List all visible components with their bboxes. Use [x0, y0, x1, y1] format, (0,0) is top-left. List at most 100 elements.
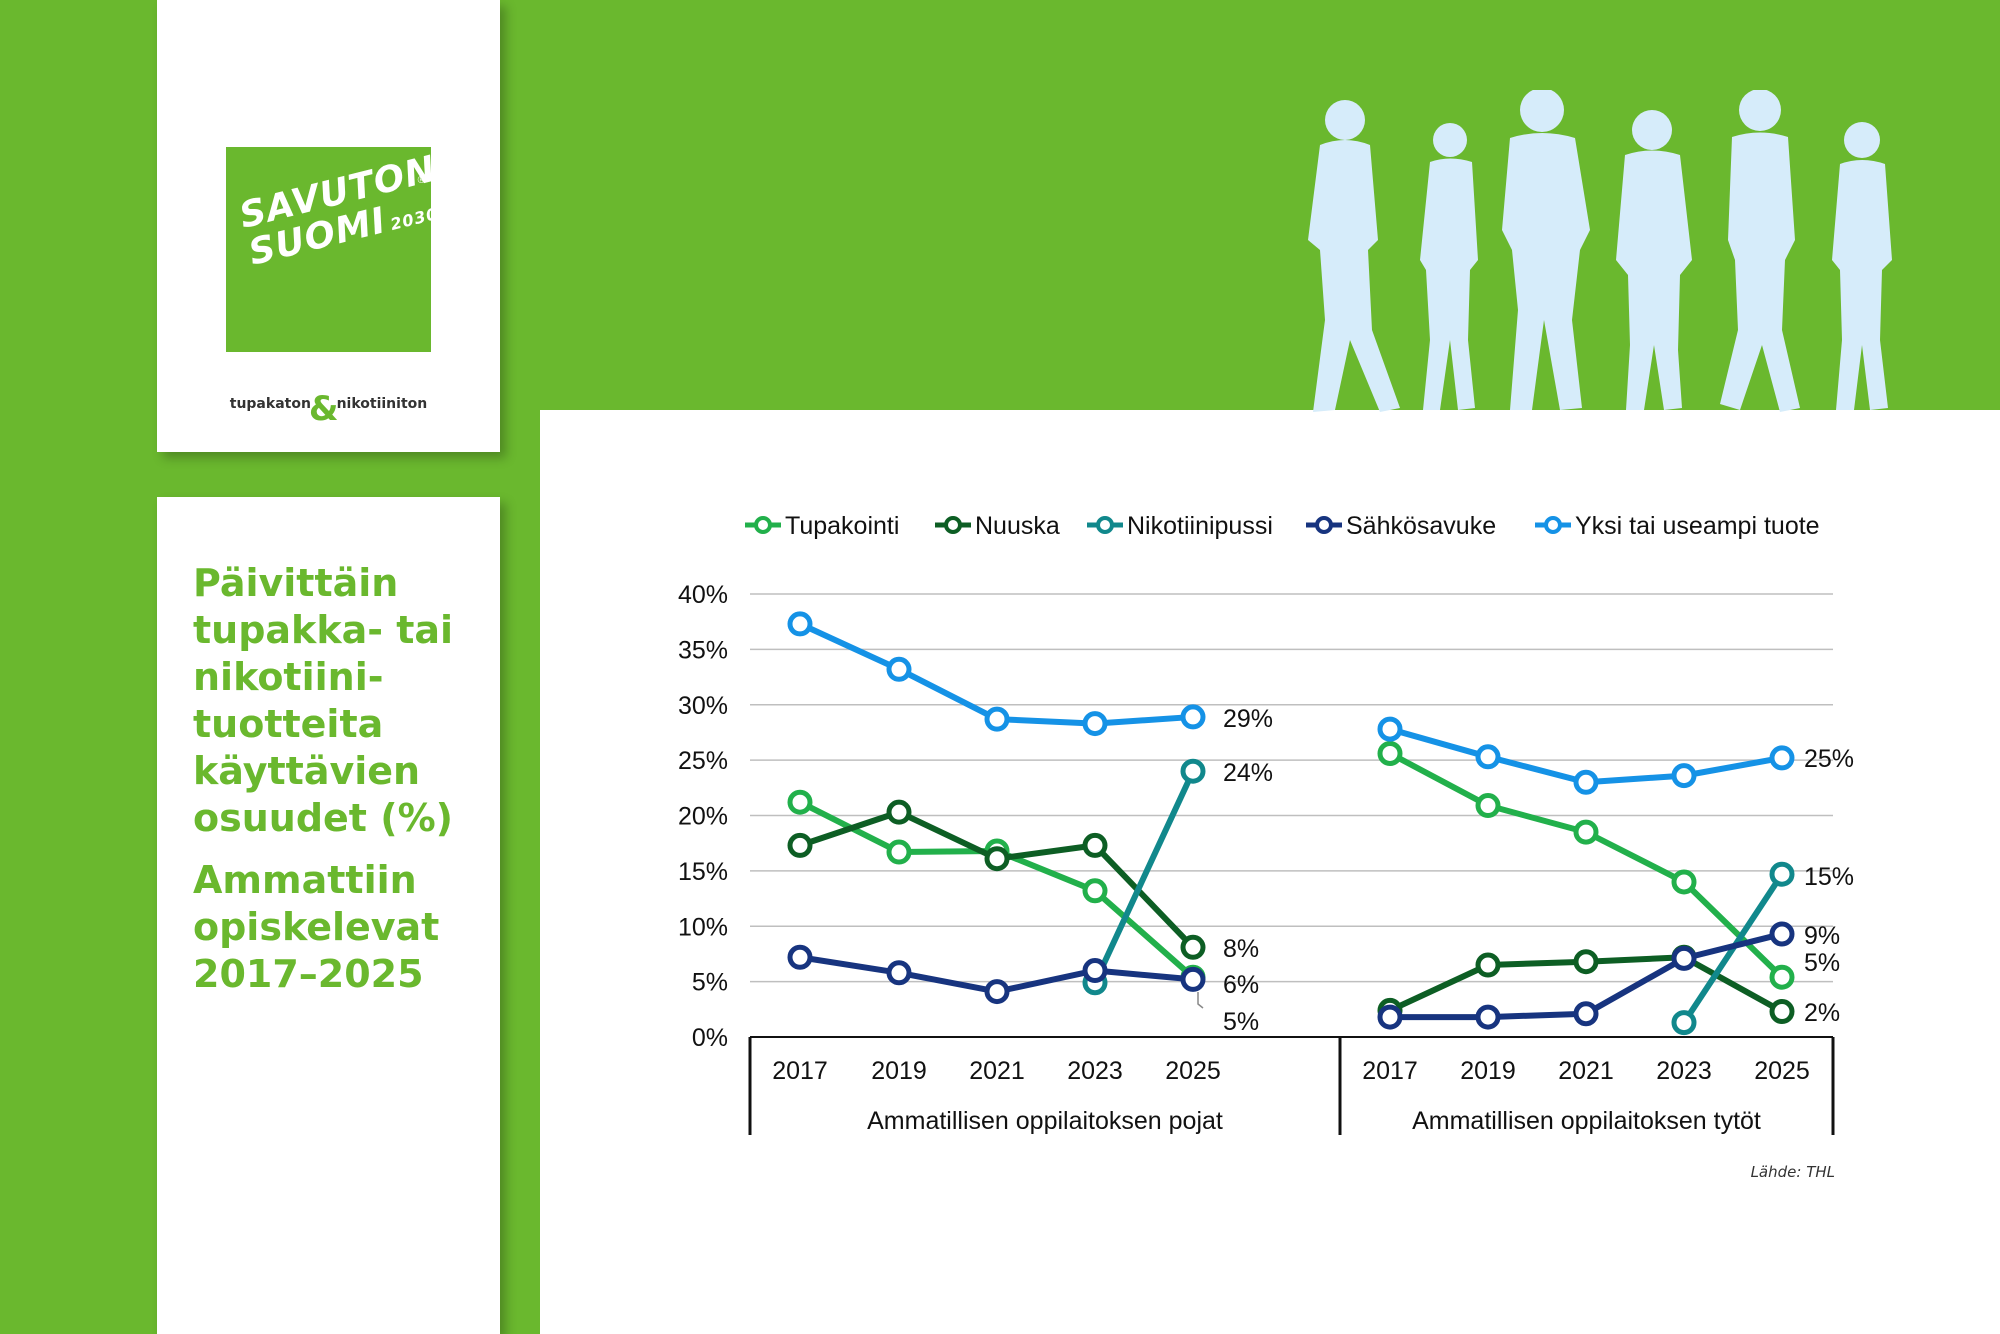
data-point [1769, 861, 1795, 887]
series-nikotiinipussi-panel-1 [1082, 758, 1206, 996]
series-yksi-tai-useampi-tuote-panel-2 [1377, 716, 1795, 795]
data-point [1082, 711, 1108, 737]
x-tick-label: 2023 [1656, 1057, 1712, 1085]
panel-label: Ammatillisen oppilaitoksen pojat [867, 1107, 1223, 1135]
y-tick-label: 35% [678, 636, 728, 664]
end-label-sahkosavuke: 6% [1223, 971, 1259, 999]
data-point [1180, 966, 1206, 992]
series-nuuska-panel-1 [787, 799, 1206, 960]
legend-marker [754, 516, 772, 534]
x-tick-label: 2017 [772, 1057, 828, 1085]
legend-marker [1315, 516, 1333, 534]
data-point [984, 846, 1010, 872]
panel-label: Ammatillisen oppilaitoksen tytöt [1412, 1107, 1761, 1135]
legend-marker [1096, 516, 1114, 534]
y-tick-label: 25% [678, 747, 728, 775]
data-point [1671, 763, 1697, 789]
data-point [1671, 869, 1697, 895]
data-point [1573, 819, 1599, 845]
x-tick-label: 2021 [1558, 1057, 1614, 1085]
title-card [157, 497, 500, 1334]
data-point [1573, 1001, 1599, 1027]
x-axis: 2017 2019 2021 2023 2025 Ammatillisen oppilai… [748, 1037, 1835, 1135]
end-label-tupakointi: 5% [1804, 949, 1840, 977]
people-silhouettes [1308, 90, 1892, 412]
logo-tagline: tupakaton&nikotiiniton [157, 377, 500, 429]
y-tick-label: 10% [678, 913, 728, 941]
chart-legend: Tupakointi Nuuska Nikotiinipussi Sähkösavuk… [745, 512, 1820, 540]
end-label-yksi-tai-useampi-tuote: 25% [1804, 745, 1854, 773]
tagline-left: tupakaton [229, 396, 311, 412]
data-point [1475, 793, 1501, 819]
y-tick-label: 20% [678, 803, 728, 831]
legend-item-yksi-tai-useampi-tuote: Yksi tai useampi tuote [1535, 512, 1820, 540]
series-line [1092, 769, 1196, 984]
y-tick-label: 15% [678, 858, 728, 886]
data-point [984, 706, 1010, 732]
data-point [1082, 958, 1108, 984]
savuton-suomi-logo: SAVUTON SUOMI2030 ® [226, 147, 431, 352]
data-point [787, 611, 813, 637]
data-point [1377, 716, 1403, 742]
series-tupakointi-panel-2 [1377, 740, 1795, 990]
end-label-nikotiinipussi: 24% [1223, 759, 1273, 787]
data-point [1573, 769, 1599, 795]
data-point [886, 799, 912, 825]
legend-marker [1544, 516, 1562, 534]
x-tick-label: 2019 [1460, 1057, 1516, 1085]
registered-mark: ® [417, 175, 425, 186]
data-point [1377, 740, 1403, 766]
legend-item-nikotiinipussi: Nikotiinipussi [1087, 512, 1273, 540]
data-point [1769, 745, 1795, 771]
x-tick-label: 2021 [969, 1057, 1025, 1085]
chart-panel [540, 410, 2000, 1334]
data-point [1769, 921, 1795, 947]
data-point [1475, 744, 1501, 770]
page-subtitle: Ammattiin opiskelevat 2017–2025 [193, 858, 440, 996]
series-sahkosavuke-panel-1 [787, 944, 1206, 1005]
data-point [1671, 1010, 1697, 1036]
end-label-nuuska: 8% [1223, 935, 1259, 963]
legend-label: Nuuska [975, 512, 1060, 540]
chart-series: 5% 8% 24% 6% 29% 5% 2% 15% 9% 25% [787, 611, 1854, 1036]
legend-item-sahkosavuke: Sähkösavuke [1306, 512, 1496, 540]
page-title: Päivittäin tupakka- tai nikotiini-tuotte… [193, 561, 454, 840]
y-tick-label: 30% [678, 692, 728, 720]
data-point [1475, 1004, 1501, 1030]
data-point [1082, 832, 1108, 858]
data-point [1769, 999, 1795, 1025]
end-label-yksi-tai-useampi-tuote: 29% [1223, 705, 1273, 733]
x-tick-label: 2023 [1067, 1057, 1123, 1085]
data-point [1769, 964, 1795, 990]
data-point [787, 944, 813, 970]
series-yksi-tai-useampi-tuote-panel-1 [787, 611, 1206, 737]
legend-label: Sähkösavuke [1346, 512, 1496, 540]
end-label-tupakointi: 5% [1223, 1008, 1259, 1036]
data-point [1180, 704, 1206, 730]
legend-item-tupakointi: Tupakointi [745, 512, 899, 540]
end-label-nikotiinipussi: 15% [1804, 863, 1854, 891]
y-tick-label: 40% [678, 581, 728, 609]
data-point [886, 839, 912, 865]
data-point [1573, 949, 1599, 975]
data-point [1180, 934, 1206, 960]
source-note: Lähde: THL [1750, 1163, 1835, 1181]
legend-label: Tupakointi [785, 512, 899, 540]
x-tick-label: 2025 [1165, 1057, 1221, 1085]
data-point [886, 960, 912, 986]
y-axis-ticks: 0% 5% 10% 15% 20% 25% 30% 35% 40% [678, 581, 728, 1052]
data-point [787, 789, 813, 815]
data-point [1082, 878, 1108, 904]
chart-grid [750, 593, 1833, 1038]
data-point [1377, 1004, 1403, 1030]
data-point [1671, 945, 1697, 971]
legend-label: Yksi tai useampi tuote [1575, 512, 1820, 540]
logo-card: SAVUTON SUOMI2030 ® tupakaton&nikotiinit… [157, 0, 500, 452]
data-point [1475, 952, 1501, 978]
tagline-right: nikotiiniton [336, 396, 428, 412]
y-tick-label: 5% [692, 969, 728, 997]
legend-marker [944, 516, 962, 534]
x-tick-label: 2025 [1754, 1057, 1810, 1085]
legend-label: Nikotiinipussi [1127, 512, 1273, 540]
